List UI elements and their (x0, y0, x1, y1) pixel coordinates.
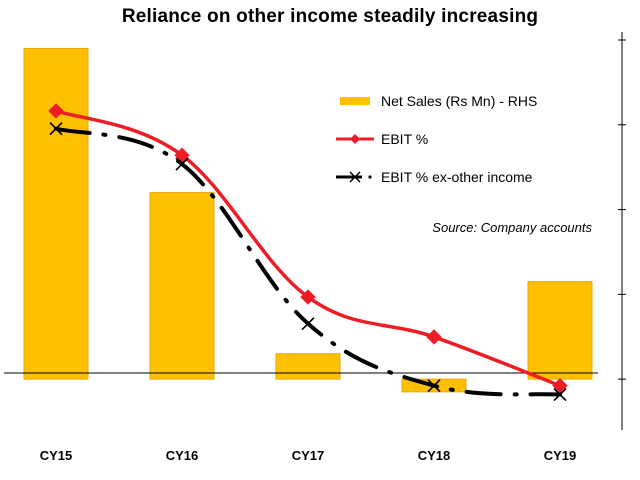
point-ebit-ex-other-income-cy19 (553, 387, 567, 402)
x-tick-label-cy18: CY18 (418, 448, 451, 463)
legend-label-ebit: EBIT % (381, 131, 428, 147)
x-tick-label-cy17: CY17 (292, 448, 325, 463)
x-tick-label-cy19: CY19 (544, 448, 577, 463)
legend: Net Sales (Rs Mn) - RHS EBIT % EBIT % ex-o… (336, 93, 537, 185)
source-annotation: Source: Company accounts (432, 220, 592, 235)
bar-cy15 (23, 47, 89, 380)
series-line-ebit (54, 109, 562, 388)
x-tick-label-cy16: CY16 (166, 448, 199, 463)
point-ebit-cy15 (48, 103, 64, 119)
point-ebit-cy17 (300, 289, 316, 305)
chart-title: Reliance on other income steadily increa… (121, 6, 539, 27)
bar-cy16 (149, 192, 215, 380)
x-tick-label-cy15: CY15 (40, 448, 73, 463)
point-ebit-cy18 (426, 329, 442, 345)
point-ebit-ex-other-income-cy16 (175, 157, 189, 171)
legend-swatch-net-sales-rs-mn-rhs (340, 97, 370, 105)
legend-label-ebit-ex-other-income: EBIT % ex-other income (381, 169, 533, 185)
point-ebit-ex-other-income-cy17 (301, 317, 315, 331)
point-ebit-ex-other-income-cy18 (427, 379, 441, 393)
point-ebit-ex-other-income-cy15 (49, 122, 63, 136)
bar-cy17 (275, 353, 341, 380)
bar-cy19 (527, 281, 593, 380)
legend-label-net-sales-rs-mn-rhs: Net Sales (Rs Mn) - RHS (381, 93, 537, 109)
right-axis (618, 32, 626, 430)
